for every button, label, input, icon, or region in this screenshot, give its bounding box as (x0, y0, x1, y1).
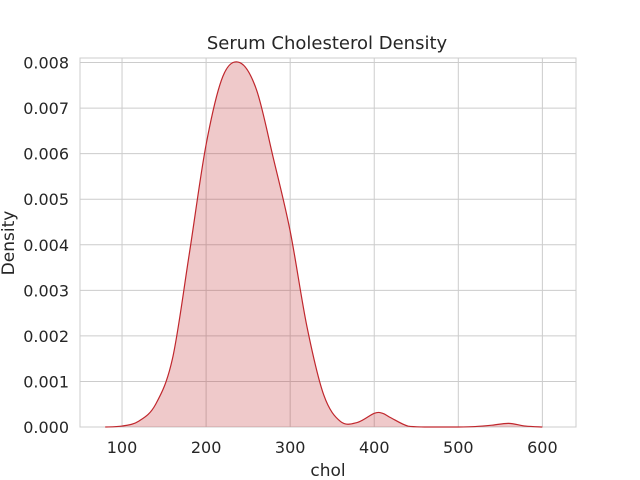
x-tick-label: 200 (191, 438, 222, 457)
y-tick-label: 0.000 (23, 418, 69, 437)
x-axis-ticks: 100 200 300 400 500 600 (107, 438, 558, 457)
x-axis-label: chol (310, 461, 345, 480)
x-tick-label: 100 (107, 438, 138, 457)
y-tick-label: 0.004 (23, 236, 69, 255)
density-line (105, 61, 543, 428)
density-series (105, 61, 543, 428)
y-tick-label: 0.006 (23, 145, 69, 164)
y-tick-label: 0.008 (23, 54, 69, 73)
x-tick-label: 400 (359, 438, 390, 457)
y-tick-label: 0.002 (23, 327, 69, 346)
grid-lines (80, 58, 576, 428)
y-tick-label: 0.001 (23, 372, 69, 391)
chart-title: Serum Cholesterol Density (207, 33, 448, 54)
plot-area (79, 57, 577, 428)
y-tick-label: 0.007 (23, 99, 69, 118)
x-tick-label: 500 (443, 438, 474, 457)
x-tick-label: 600 (527, 438, 558, 457)
density-area-fill (105, 61, 543, 427)
x-tick-label: 300 (275, 438, 306, 457)
y-tick-label: 0.005 (23, 190, 69, 209)
y-axis-ticks: 0.000 0.001 0.002 0.003 0.004 0.005 0.006 0.007… (23, 54, 69, 437)
y-tick-label: 0.003 (23, 281, 69, 300)
y-axis-label: Density (0, 211, 19, 276)
